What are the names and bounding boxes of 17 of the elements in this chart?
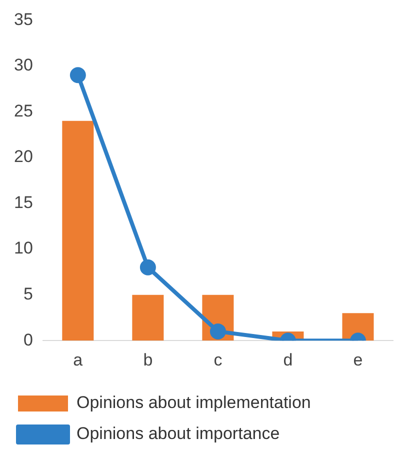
y-tick-label: 30 bbox=[14, 56, 33, 75]
x-tick-label: d bbox=[283, 350, 293, 370]
legend-label: Opinions about importance bbox=[76, 424, 280, 444]
y-tick-label: 35 bbox=[14, 10, 33, 29]
y-tick-label: 10 bbox=[14, 238, 33, 258]
y-tick-label: 5 bbox=[23, 284, 33, 304]
bar bbox=[132, 294, 164, 341]
x-tick-label: b bbox=[143, 350, 153, 370]
y-tick-label: 25 bbox=[14, 101, 33, 120]
x-tick-label: a bbox=[73, 350, 84, 370]
legend-label: Opinions about implementation bbox=[76, 393, 311, 412]
x-tick-label: c bbox=[214, 350, 223, 370]
y-tick-label: 20 bbox=[14, 147, 33, 166]
y-tick-label: 0 bbox=[23, 330, 33, 350]
bar bbox=[62, 120, 94, 341]
y-tick-label: 15 bbox=[14, 192, 33, 212]
x-tick-label: e bbox=[353, 350, 363, 370]
